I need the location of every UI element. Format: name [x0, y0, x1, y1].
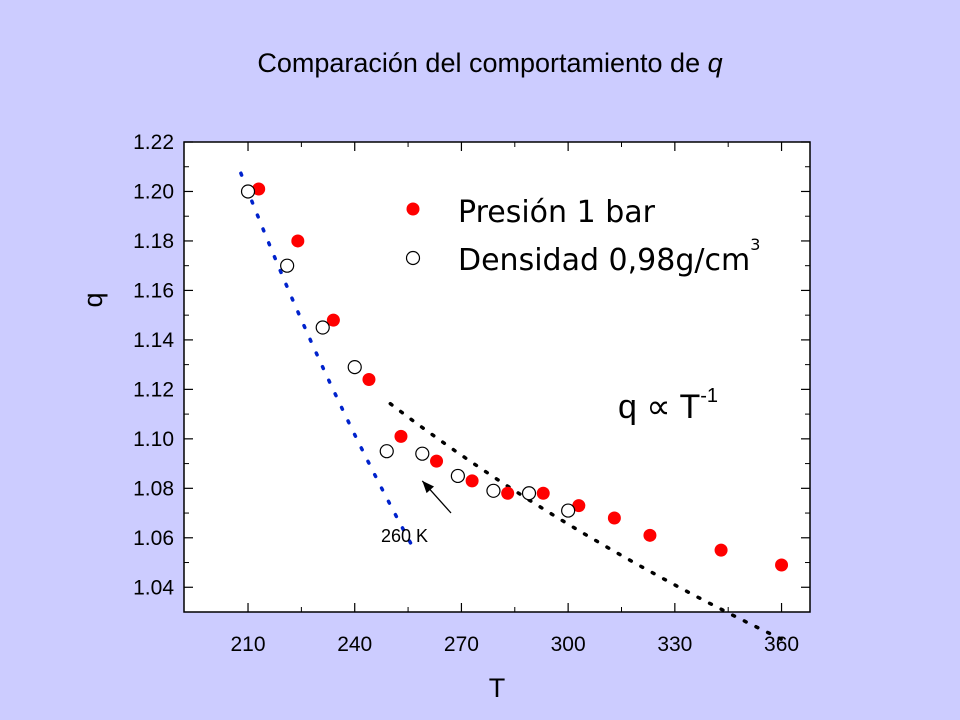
- densidad-point: [315, 320, 330, 335]
- presion-point: [643, 528, 657, 542]
- y-tick-label: 1.10: [133, 428, 174, 451]
- x-tick-labels: 210 240 270 300 330 360: [230, 633, 799, 656]
- plot-background: [183, 141, 811, 613]
- presion-point: [607, 511, 621, 525]
- densidad-point: [280, 258, 295, 273]
- y-tick-label: 1.06: [133, 527, 174, 550]
- y-tick-label: 1.18: [133, 230, 174, 253]
- presion-point: [501, 486, 515, 500]
- legend-label-presion: Presión 1 bar: [458, 195, 656, 230]
- densidad-point: [486, 483, 501, 498]
- densidad-point: [347, 360, 362, 375]
- y-tick-label: 1.14: [133, 329, 174, 352]
- y-tick-label: 1.16: [133, 279, 174, 302]
- x-tick-label: 330: [657, 633, 692, 656]
- formula-base: q: [618, 388, 646, 426]
- x-tick-label: 270: [444, 633, 479, 656]
- slide-title: Comparación del comportamiento de q: [0, 48, 960, 79]
- densidad-point: [521, 486, 537, 501]
- series-points: [240, 182, 789, 572]
- presion-point: [536, 486, 550, 500]
- densidad-point: [415, 446, 430, 461]
- annotation-label: 260 K: [381, 526, 428, 546]
- presion-point: [714, 543, 728, 557]
- presion-point: [394, 429, 408, 443]
- densidad-point: [561, 503, 576, 518]
- legend-label-densidad: Densidad 0,98g/cm3: [458, 235, 760, 278]
- x-tick-label: 360: [764, 633, 799, 656]
- legend-label-densidad-superscript: 3: [750, 235, 760, 254]
- y-tick-label: 1.04: [133, 576, 174, 599]
- densidad-point: [450, 468, 465, 484]
- legend-label-densidad-text: Densidad 0,98g/cm: [458, 243, 750, 278]
- slide-title-main: Comparación del comportamiento de: [257, 48, 708, 78]
- formula-exponent: -1: [700, 385, 718, 407]
- fit-curves: [239, 171, 784, 642]
- densidad-point: [240, 184, 256, 199]
- y-tick-labels: 1.04 1.06 1.08 1.10 1.12 1.14 1.16 1.18 1.20 1.22: [133, 131, 174, 599]
- x-axis-title: T: [489, 673, 506, 703]
- y-tick-label: 1.20: [133, 180, 174, 203]
- y-tick-label: 1.22: [133, 131, 174, 154]
- y-tick-label: 1.12: [133, 378, 174, 401]
- axis-ticks: [184, 141, 810, 612]
- slide-title-variable: q: [707, 48, 723, 78]
- densidad-point: [379, 444, 394, 459]
- x-tick-label: 240: [337, 633, 372, 656]
- presion-point: [572, 499, 586, 513]
- presion-point: [465, 474, 479, 488]
- y-axis-title: q: [78, 292, 108, 307]
- fit-curve-high-t: [388, 401, 784, 642]
- annotation-arrowhead: [422, 480, 435, 494]
- legend: Presión 1 bar Densidad 0,98g/cm3: [405, 195, 760, 278]
- x-tick-label: 300: [551, 633, 586, 656]
- presion-point: [252, 182, 266, 196]
- legend-marker-presion: [406, 202, 420, 216]
- presion-point: [326, 313, 340, 327]
- fit-curve-low-t: [239, 171, 414, 547]
- presion-point: [775, 558, 789, 572]
- formula-proportional-symbol: ∝: [646, 387, 670, 427]
- y-tick-label: 1.08: [133, 477, 174, 500]
- presion-point: [362, 372, 376, 386]
- legend-marker-densidad: [405, 250, 421, 266]
- annotation-260k: 260 K: [381, 480, 452, 546]
- x-tick-label: 210: [230, 633, 265, 656]
- formula-variable: T: [671, 388, 701, 426]
- proportional-formula: q ∝ T-1: [618, 385, 718, 427]
- presion-point: [291, 234, 305, 248]
- presion-point: [430, 454, 444, 468]
